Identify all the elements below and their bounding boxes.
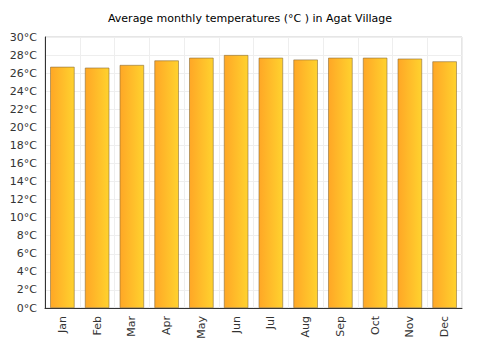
svg-text:24°C: 24°C (10, 85, 37, 98)
svg-text:Apr: Apr (160, 316, 173, 336)
svg-text:Sep: Sep (334, 316, 347, 337)
svg-text:2°C: 2°C (17, 283, 37, 296)
svg-text:22°C: 22°C (10, 103, 37, 116)
svg-text:Dec: Dec (438, 316, 451, 337)
svg-text:26°C: 26°C (10, 67, 37, 80)
svg-text:May: May (195, 316, 208, 339)
svg-text:10°C: 10°C (10, 211, 37, 224)
svg-text:6°C: 6°C (17, 247, 37, 260)
svg-text:14°C: 14°C (10, 175, 37, 188)
svg-text:Jun: Jun (230, 316, 243, 334)
svg-text:Jul: Jul (264, 316, 277, 330)
svg-text:Average monthly temperatures (: Average monthly temperatures (°C ) in Ag… (108, 12, 392, 25)
svg-text:30°C: 30°C (10, 31, 37, 44)
svg-text:8°C: 8°C (17, 229, 37, 242)
svg-text:16°C: 16°C (10, 157, 37, 170)
svg-text:20°C: 20°C (10, 121, 37, 134)
svg-text:4°C: 4°C (17, 265, 37, 278)
svg-text:12°C: 12°C (10, 193, 37, 206)
svg-text:0°C: 0°C (17, 302, 37, 315)
svg-text:Mar: Mar (125, 316, 138, 337)
svg-text:28°C: 28°C (10, 49, 37, 62)
svg-text:Feb: Feb (91, 316, 104, 335)
svg-text:Nov: Nov (403, 316, 416, 338)
svg-text:Oct: Oct (369, 315, 382, 335)
svg-text:18°C: 18°C (10, 139, 37, 152)
svg-text:Aug: Aug (299, 316, 312, 337)
svg-text:Jan: Jan (56, 316, 69, 334)
